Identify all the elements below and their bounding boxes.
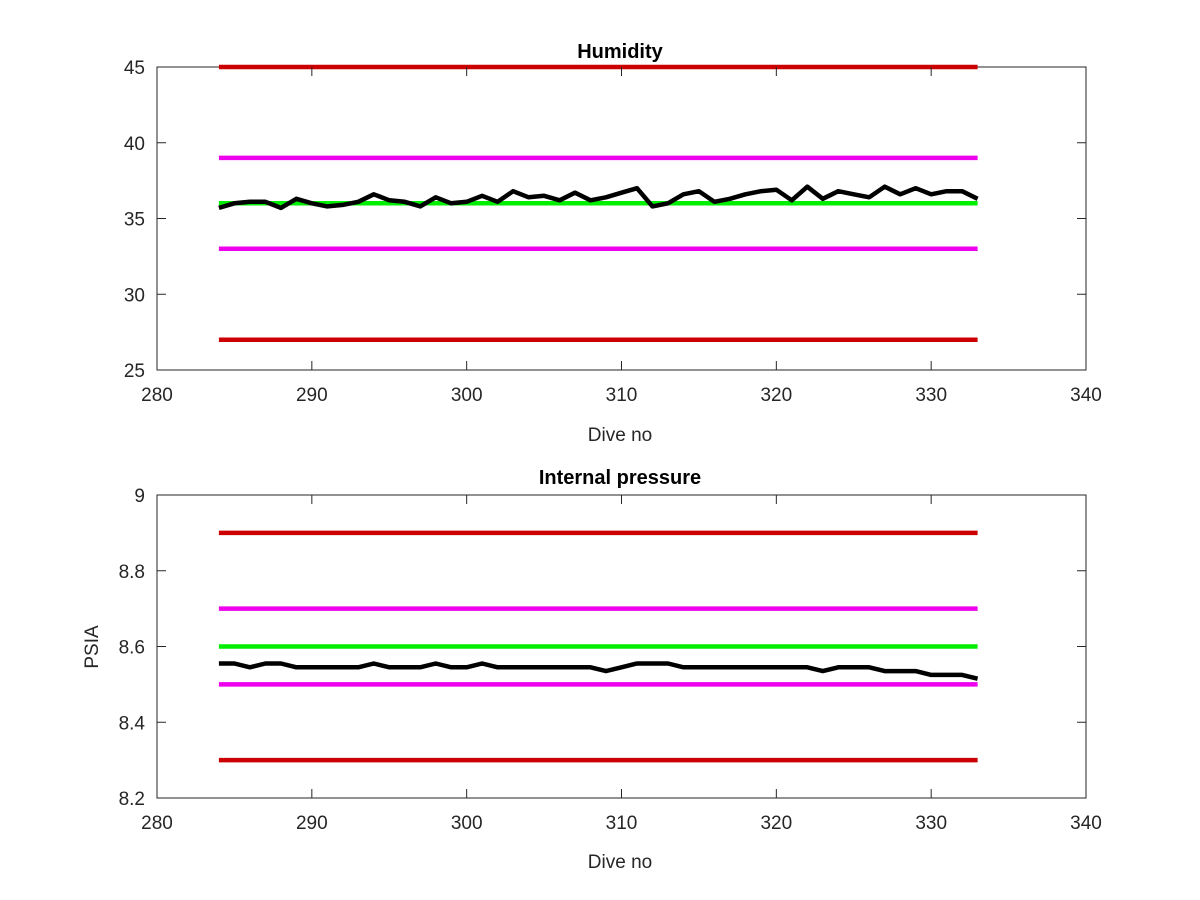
internal-pressure-chart: Internal pressure Dive no PSIA 280 290 300…: [82, 467, 1102, 873]
x-tick-label: 310: [606, 385, 638, 406]
y-tick-label: 45: [124, 58, 145, 79]
x-axis-label: Dive no: [588, 425, 652, 446]
x-tick-label: 340: [1070, 813, 1102, 834]
x-tick-label: 310: [606, 813, 638, 834]
y-tick-label: 30: [124, 285, 145, 306]
x-tick-label: 280: [141, 385, 173, 406]
y-tick-label: 8.2: [119, 789, 145, 810]
x-tick-label: 300: [451, 385, 483, 406]
chart-title: Internal pressure: [539, 467, 701, 489]
y-tick-label: 8.8: [119, 562, 145, 583]
x-tick-label: 320: [760, 813, 792, 834]
y-tick-label: 35: [124, 210, 145, 231]
humidity-chart: Humidity Dive no 280 290 300 310 320 330 340 25…: [124, 41, 1102, 446]
y-tick-label: 40: [124, 134, 145, 155]
y-tick-label: 8.6: [119, 638, 145, 659]
data-series-line: [218, 661, 979, 681]
x-tick-label: 330: [915, 813, 947, 834]
data-series-line: [218, 184, 979, 211]
x-tick-label: 320: [760, 385, 792, 406]
y-tick-label: 8.4: [119, 713, 146, 734]
x-tick-label: 300: [451, 813, 483, 834]
x-tick-label: 280: [141, 813, 173, 834]
y-tick-label: 25: [124, 361, 145, 382]
plot-area: [156, 66, 1087, 371]
y-tick-label: 9: [134, 486, 145, 507]
y-axis-label: PSIA: [82, 625, 103, 669]
x-tick-label: 330: [915, 385, 947, 406]
x-tick-label: 290: [296, 385, 328, 406]
chart-title: Humidity: [577, 41, 663, 63]
x-tick-label: 290: [296, 813, 328, 834]
x-axis-label: Dive no: [588, 852, 652, 873]
x-tick-label: 340: [1070, 385, 1102, 406]
